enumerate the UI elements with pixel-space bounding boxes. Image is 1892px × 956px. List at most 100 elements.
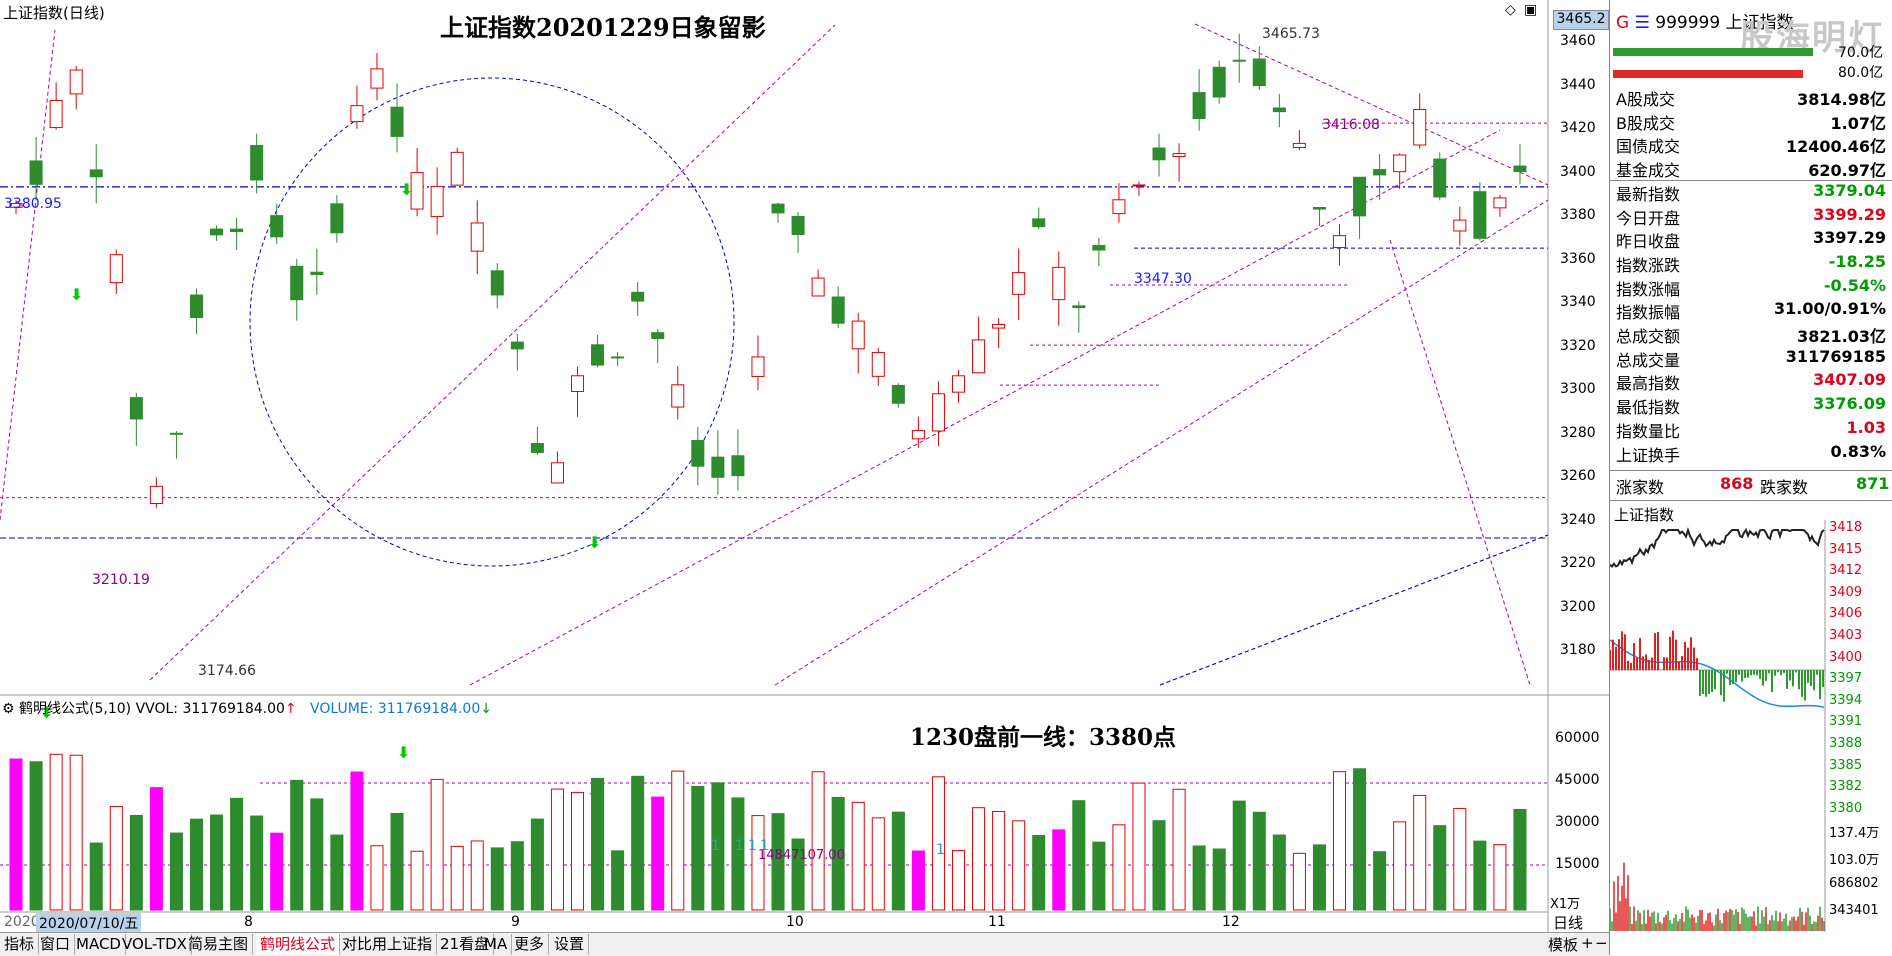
candle [129,397,143,420]
quote-row: 国债成交 12400.46亿 [1616,133,1888,156]
candle [290,265,304,301]
candle [871,352,885,377]
candle [370,68,384,89]
month-12: 12 [1222,914,1240,930]
candle [831,296,845,324]
cursor-date: 2020/07/10/五 [36,913,142,933]
candle [1353,176,1367,217]
candle [29,160,43,185]
mini-vol-tick: 137.4万 [1829,826,1880,841]
tab-2[interactable]: MACD [72,934,126,955]
support-label: 3347.30 [1134,271,1192,287]
candle [9,202,23,208]
tab-9[interactable]: 更多 [510,934,550,955]
volume-bar [1332,771,1347,911]
up-count: 868 [1720,474,1754,493]
mini-tick: 3409 [1829,584,1863,600]
tab-7[interactable]: 21看盘 [436,934,495,955]
volume-unit: X1万 [1550,897,1581,912]
price-tick: 3180 [1560,642,1596,658]
volume-tick: 30000 [1555,814,1600,830]
arrow-down-icon: ⬇ [397,743,410,762]
code-text: 999999 上证指数 [1655,13,1794,33]
marker-one: 1 [936,842,945,858]
mini-tick: 3380 [1829,800,1863,816]
add-icon[interactable]: + [1581,934,1594,952]
chart-header: 上证指数(日线) ◇ ▣ [0,0,1548,22]
candle [811,277,825,297]
tab-5[interactable]: 鹤明线公式 [256,934,341,955]
price-tick: 3320 [1560,337,1596,354]
trend-line [1159,534,1549,686]
tab-0[interactable]: 指标 [0,934,40,955]
price-tick: 3420 [1560,120,1596,136]
volume-bar [149,787,163,911]
volume-bar [931,776,945,911]
candle [1332,235,1347,248]
down-count: 871 [1856,474,1890,493]
candle [1212,66,1226,98]
mini-vol-tick: 686802 [1829,876,1879,891]
template-area: 模板 + − [1545,932,1609,956]
volume-bar [570,791,585,911]
volume-bar [771,813,785,911]
quote-value: 3814.98亿 [1797,90,1886,109]
price-tick: 3440 [1560,76,1596,93]
tab-8[interactable]: MA [480,934,513,955]
volume-bar [1032,834,1046,911]
mini-tick: 3388 [1829,736,1863,751]
tab-4[interactable]: 简易主图 [184,934,254,955]
candle [1132,184,1146,187]
candle [230,228,244,232]
down-label: 跌家数 [1760,478,1809,497]
template-button[interactable]: 模板 [1548,936,1579,954]
tab-10[interactable]: 设置 [550,934,590,955]
quote-label: A股成交 [1616,90,1675,109]
diamond-icon[interactable]: ◇ [1505,2,1516,18]
quote-row: 上证换手 0.83% [1616,442,1888,465]
arrow-down-icon: ⬇ [70,285,83,304]
tab-1[interactable]: 窗口 [36,934,76,955]
indicator-name[interactable]: 鹤明线公式(5,10) [19,701,132,717]
volume-bar [510,841,524,911]
mid-high-label: 3416.08 [1322,117,1380,133]
gear-icon[interactable]: ⚙ [2,701,15,717]
candle [691,440,705,467]
mini-tick: 3418 [1829,520,1863,535]
sell-bar [1613,70,1803,78]
volume-bar [1413,794,1427,911]
candle [89,169,103,178]
quote-label: 最低指数 [1616,398,1681,418]
candle [49,99,63,129]
avg-line [1610,639,1825,708]
volume-bar [1252,811,1266,911]
tab-6[interactable]: 对比用上证指 [338,934,438,955]
arrow-up-icon: ↑ [284,701,297,717]
quote-row: B股成交 1.07亿 [1616,110,1888,133]
window-icon[interactable]: ▣ [1524,2,1538,18]
left-low-label: 3210.19 [92,572,150,588]
menu-icon[interactable]: ☰ [1634,13,1650,33]
candle [189,294,204,319]
quote-row: 最新指数 3379.04 [1616,181,1888,204]
volume-bar [951,850,966,911]
volume-bar [470,840,484,911]
marker-one: 1 [760,838,769,854]
quote-value: 31.00/0.91% [1774,299,1886,319]
volume-bar [1393,821,1407,911]
candle [931,393,945,432]
volume-bar [410,850,424,911]
tab-3[interactable]: VOL-TDX [118,934,192,955]
volume-bar [49,753,63,911]
volume-bar [1453,807,1467,911]
volume-bar [1232,800,1246,911]
minus-icon[interactable]: − [1595,934,1608,952]
quote-label: 国债成交 [1616,137,1681,157]
mini-tick: 3415 [1829,541,1863,557]
quote-label: 昨日收盘 [1616,232,1681,252]
intraday-chart[interactable] [1610,520,1892,932]
quote-value: 1.03 [1846,417,1886,437]
stock-code: G ☰ 999999 上证指数 [1616,8,1794,33]
volume-bar [711,782,725,911]
